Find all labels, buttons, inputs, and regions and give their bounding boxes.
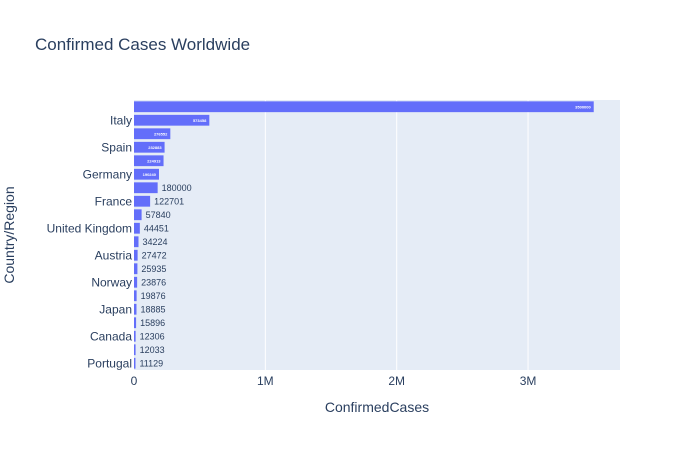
- x-tick-label: 0: [131, 374, 138, 388]
- bar-value-label: 122701: [154, 196, 184, 206]
- bar-value-label: 19876: [141, 291, 166, 301]
- grid-lines: [264, 100, 529, 370]
- y-tick-label: Italy: [110, 113, 132, 127]
- bar: [134, 249, 138, 261]
- bar-value-label: 190240: [143, 172, 157, 177]
- y-tick-label: Japan: [99, 302, 132, 316]
- bar: [134, 141, 165, 153]
- y-tick-label: Germany: [83, 167, 132, 181]
- bar-value-label: 25935: [141, 264, 166, 274]
- bar-value-label: 34224: [142, 237, 167, 247]
- bar: [134, 263, 138, 275]
- x-tick-label: 2M: [388, 374, 405, 388]
- plot-area: [134, 100, 620, 370]
- bar: [134, 195, 151, 207]
- bar: [134, 303, 137, 315]
- y-axis-label: Country/Region: [1, 186, 17, 283]
- y-tick-label: United Kingdom: [47, 221, 132, 235]
- bar: [134, 209, 142, 221]
- bar: [134, 168, 159, 180]
- bar-value-label: 18885: [140, 304, 165, 314]
- y-tick-label: France: [95, 194, 133, 208]
- bar-value-label: 276552: [154, 131, 168, 136]
- x-tick-label: 1M: [257, 374, 274, 388]
- x-tick-labels: 0 1M 2M 3M: [131, 374, 537, 388]
- bar: [134, 155, 164, 167]
- bar: [134, 276, 138, 288]
- bar-value-label: 180000: [162, 183, 192, 193]
- bar-value-label: 15896: [140, 318, 165, 328]
- bar: [134, 114, 210, 126]
- bar-value-label: 44451: [144, 223, 169, 233]
- bar-value-label: 23876: [141, 277, 166, 287]
- bar: [134, 128, 171, 140]
- bar: [134, 236, 139, 248]
- bar-value-label: 12306: [140, 331, 165, 341]
- bar-value-label: 27472: [142, 250, 167, 260]
- bars: [134, 101, 594, 369]
- bar: [134, 344, 136, 356]
- bar: [134, 357, 136, 369]
- x-tick-label: 3M: [520, 374, 537, 388]
- bar: [134, 330, 136, 342]
- y-tick-label: Norway: [91, 275, 132, 289]
- bar-value-labels: 3500000 573458 276552 232883 224913 190240 180…: [139, 104, 591, 368]
- bar-value-label: 224913: [147, 158, 161, 163]
- bar: [134, 290, 137, 302]
- bar-value-label: 232883: [148, 145, 162, 150]
- bar: [134, 101, 594, 113]
- x-axis-label: ConfirmedCases: [325, 399, 429, 415]
- bar-value-label: 3500000: [575, 104, 591, 109]
- bar-value-label: 12033: [140, 345, 165, 355]
- y-tick-label: Portugal: [87, 356, 132, 370]
- y-tick-label: Austria: [95, 248, 133, 262]
- y-tick-label: Spain: [101, 140, 132, 154]
- bar: [134, 317, 137, 329]
- bar: [134, 182, 158, 194]
- chart-title: Confirmed Cases Worldwide: [35, 35, 250, 54]
- y-tick-labels: Italy Spain Germany France United Kingdom Aus…: [47, 113, 133, 370]
- y-tick-label: Canada: [90, 329, 132, 343]
- bar-value-label: 11129: [139, 358, 163, 368]
- bar: [134, 222, 140, 234]
- bar-value-label: 573458: [193, 118, 207, 123]
- bar-value-label: 57840: [146, 210, 171, 220]
